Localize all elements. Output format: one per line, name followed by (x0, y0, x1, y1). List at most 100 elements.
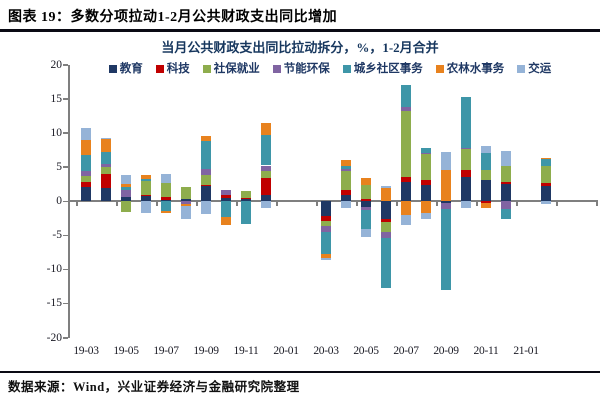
x-tick-label: 19-07 (153, 345, 179, 357)
bar-segment (541, 159, 551, 167)
bar-segment (421, 153, 431, 180)
bar-segment (201, 186, 211, 201)
legend-label: 农林水事务 (446, 63, 505, 75)
legend-item: 城乡社区事务 (342, 63, 423, 75)
legend-swatch-icon (155, 65, 164, 73)
x-axis-tick (236, 202, 238, 206)
legend-label: 科技 (166, 63, 190, 75)
bar-segment (401, 106, 411, 111)
y-axis-tick (63, 64, 68, 66)
bar-segment (461, 201, 471, 208)
x-axis-tick (196, 202, 198, 206)
bar-segment (461, 149, 471, 171)
bar-segment (161, 196, 171, 200)
bar-segment (501, 208, 511, 220)
y-axis-tick (63, 234, 68, 237)
x-axis-tick (316, 202, 318, 206)
x-tick-label: 20-11 (473, 345, 499, 357)
legend-label: 教育 (119, 63, 143, 75)
bar-segment (81, 187, 91, 201)
bar-segment (161, 183, 171, 197)
x-axis-tick (356, 202, 358, 206)
x-tick-label: 20-03 (313, 345, 339, 357)
bar-segment (341, 201, 351, 208)
bar-segment (141, 201, 151, 213)
bar-segment (121, 174, 131, 184)
bar-segment (241, 191, 251, 198)
x-tick-label: 19-03 (73, 345, 99, 357)
bar-segment (221, 216, 231, 225)
figure-title: 图表 19：多数分项拉动1-2月公共财政支出同比增加 (8, 10, 338, 25)
y-axis-tick (63, 166, 68, 168)
bar-segment (161, 174, 171, 184)
bar-segment (381, 232, 391, 238)
bar-segment (501, 183, 511, 201)
bar-segment (421, 212, 431, 219)
legend-swatch-icon (435, 65, 444, 73)
bar-segment (461, 170, 471, 178)
footer-divider (0, 371, 600, 373)
bar-segment (541, 158, 551, 160)
bar-segment (461, 96, 471, 149)
bar-segment (241, 198, 251, 201)
bar-segment (381, 222, 391, 233)
bar-segment (481, 146, 491, 154)
bar-segment (501, 181, 511, 184)
bar-segment (481, 179, 491, 201)
bar-segment (361, 177, 371, 185)
bar-segment (81, 154, 91, 171)
x-axis-tick (76, 202, 78, 206)
x-tick-label: 21-01 (513, 345, 539, 357)
bar-segment (141, 181, 151, 195)
bar-segment (401, 201, 411, 215)
bar-segment (141, 195, 151, 201)
y-tick-label: -20 (46, 331, 62, 344)
legend-label: 城乡社区事务 (353, 63, 423, 75)
y-tick-label: 0 (56, 195, 62, 207)
bar-segment (401, 177, 411, 182)
bar-segment (261, 135, 271, 166)
bar-segment (421, 148, 431, 153)
y-axis-tick (63, 302, 68, 305)
bar-segment (321, 253, 331, 258)
bar-segment (161, 201, 171, 211)
legend-swatch-icon (517, 65, 526, 73)
x-axis-tick (556, 202, 558, 206)
bar-segment (201, 135, 211, 141)
y-tick-label: -15 (46, 297, 62, 310)
bar-segment (261, 201, 271, 209)
bar-segment (381, 237, 391, 288)
bar-segment (381, 186, 391, 189)
x-axis-tick (596, 202, 598, 206)
y-axis-tick (63, 200, 68, 202)
bar-segment (441, 170, 451, 201)
bar-segment (501, 166, 511, 182)
bar-segment (201, 140, 211, 170)
bar-segment (341, 170, 351, 191)
bar-segment (341, 168, 351, 171)
bar-segment (441, 201, 451, 204)
bar-segment (101, 137, 111, 139)
bar-segment (321, 201, 331, 216)
bar-segment (121, 190, 131, 198)
bar-segment (421, 201, 431, 213)
x-tick-label: 20-09 (433, 345, 459, 357)
bar-segment (341, 190, 351, 195)
bar-segment (481, 170, 491, 180)
bar-segment (441, 203, 451, 210)
bar-segment (441, 151, 451, 171)
x-axis-tick (396, 202, 398, 206)
x-axis-tick (156, 202, 158, 206)
bar-segment (261, 165, 271, 171)
bar-segment (181, 206, 191, 220)
bar-segment (401, 84, 411, 107)
bar-segment (181, 186, 191, 199)
bar-segment (481, 201, 491, 204)
bar-segment (321, 221, 331, 226)
chart-legend: 教育 科技 社保就业 节能环保 城乡社区事务 农林水事务 交运 (66, 62, 594, 76)
x-tick-label: 19-09 (193, 345, 219, 357)
bar-segment (361, 209, 371, 230)
bar-segment (321, 257, 331, 261)
legend-swatch-icon (342, 65, 351, 73)
